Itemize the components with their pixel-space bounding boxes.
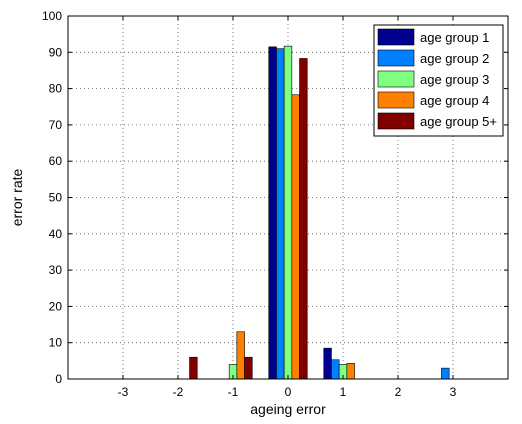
- x-axis-label: ageing error: [250, 401, 326, 417]
- legend-label: age group 5+: [420, 114, 497, 129]
- y-tick-label: 80: [49, 82, 63, 96]
- bar: [346, 363, 355, 380]
- y-tick-label: 100: [42, 9, 62, 23]
- y-tick-label: 50: [49, 191, 63, 205]
- legend: age group 1 age group 2 age group 3 age gro…: [373, 24, 504, 137]
- x-tick-label: 2: [395, 385, 402, 399]
- y-tick-label: 10: [49, 336, 63, 350]
- bar: [283, 45, 293, 380]
- legend-label: age group 4: [420, 93, 489, 108]
- y-tick-label: 60: [49, 154, 63, 168]
- bar: [291, 94, 300, 380]
- y-tick-label: 40: [49, 227, 63, 241]
- y-tick-label: 30: [49, 263, 63, 277]
- legend-swatch: [377, 28, 415, 46]
- y-tick-label: 70: [49, 118, 63, 132]
- x-tick-label: 3: [450, 385, 457, 399]
- x-tick-label: -1: [228, 385, 239, 399]
- legend-swatch: [377, 91, 415, 109]
- legend-swatch: [377, 70, 415, 88]
- y-axis-label: error rate: [9, 169, 25, 227]
- bar: [276, 48, 285, 380]
- bar: [268, 46, 277, 380]
- bar: [236, 331, 245, 380]
- x-tick-label: 0: [285, 385, 292, 399]
- legend-swatch: [377, 49, 415, 67]
- bar: [189, 356, 198, 380]
- legend-label: age group 3: [420, 72, 489, 87]
- legend-swatch: [377, 112, 415, 130]
- x-tick-label: -3: [118, 385, 129, 399]
- x-tick-label: 1: [340, 385, 347, 399]
- bar: [299, 58, 308, 380]
- y-tick-label: 90: [49, 45, 63, 59]
- legend-label: age group 2: [420, 51, 489, 66]
- bar: [244, 356, 253, 380]
- y-tick-label: 0: [55, 372, 62, 386]
- bar: [323, 347, 332, 380]
- bar: [441, 367, 450, 380]
- bar: [331, 359, 340, 380]
- legend-label: age group 1: [420, 30, 489, 45]
- y-tick-label: 20: [49, 299, 63, 313]
- x-tick-label: -2: [173, 385, 184, 399]
